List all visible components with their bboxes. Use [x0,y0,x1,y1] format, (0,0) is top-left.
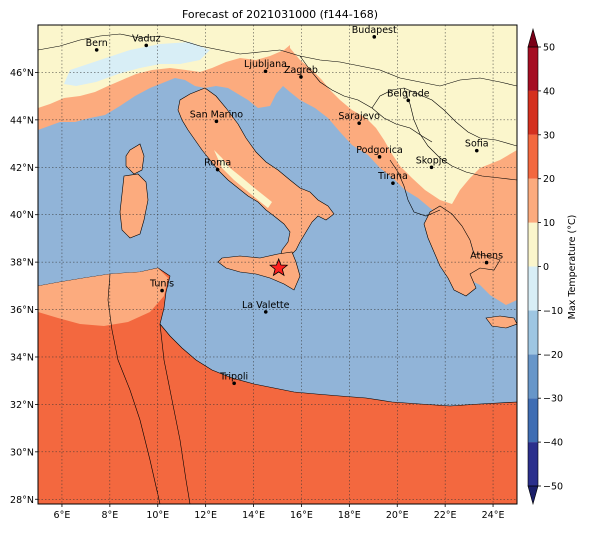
city-dot [299,75,303,79]
colorbar-bin [528,354,538,399]
city-dot [160,288,164,293]
city-label: Tirana [377,171,408,182]
lon-tick-label: 24°E [482,510,505,521]
apennine-cold-zone [214,150,272,208]
city-dot [474,148,479,153]
colorbar-bin [528,90,538,135]
colorbar-tick-label: −20 [543,350,563,361]
city-label: La Valette [242,300,290,311]
country-borders [38,33,517,504]
city-label: Tunis [149,279,174,290]
colorbar-tick-label: 40 [543,86,555,97]
colorbar-bin [528,266,538,311]
colorbar-extend-low [527,485,539,506]
lat-tick-label: 34°N [10,352,34,363]
city-dot [232,381,236,386]
city-label: Ljubljana [244,59,287,70]
city-dot [144,43,149,48]
city-dot [263,69,268,74]
tunisia-coast-band [38,268,168,326]
colorbar: 50 40 30 20 10 0 −10 −20 −30 −40 −50 [527,27,563,506]
city-dot [263,310,268,314]
city-dot [406,98,411,103]
colorbar-bin [528,222,538,267]
city-dot [377,155,382,159]
corsica [125,143,145,175]
city-dot [214,119,219,124]
colorbar-tick-label: −50 [543,482,563,493]
colorbar-tick-label: 10 [543,218,555,229]
map-gridlines [38,25,517,504]
city-label: Budapest [352,25,397,36]
colorbar-bin [528,310,538,355]
colorbar-bin [528,442,538,486]
colorbar-tick-label: 50 [543,43,555,54]
colorbar-tick-label: 0 [543,262,549,273]
colorbar-tick-label: 20 [543,174,555,185]
city-label: Skopje [416,155,448,166]
lat-tick-label: 46°N [10,68,34,79]
lat-tick-label: 44°N [10,115,34,126]
lon-tick-label: 8°E [101,510,118,521]
city-dot [372,35,377,39]
lon-tick-label: 14°E [242,510,265,521]
sardinia [119,173,149,239]
city-dot [215,167,220,172]
lon-tick-label: 16°E [290,510,313,521]
city-label: Vaduz [132,33,161,44]
lat-tick-label: 42°N [10,163,34,174]
latitude-ticks: 28°N 30°N 32°N 34°N 36°N 38°N 40°N 42°N 44°N 46°N [10,68,38,506]
city-label: Athens [470,251,503,262]
longitude-ticks: 6°E 8°E 10°E 12°E 14°E 16°E 18°E 20°E 22°E 24°E [54,504,505,521]
lat-tick-label: 30°N [10,447,34,458]
balkan-cold-zone [290,25,517,204]
city-label: San Marino [190,109,243,120]
city-label: Sarajevo [338,111,380,122]
city-label: Zagreb [284,65,318,76]
lon-tick-label: 6°E [54,510,71,521]
colorbar-tick-label: −30 [543,394,563,405]
colorbar-tick-label: −40 [543,438,563,449]
city-dot [429,165,434,170]
map-title: Forecast of 2021031000 (f144-168) [182,8,378,21]
colorbar-tick-label: 30 [543,130,555,141]
colorbar-bin [528,47,538,91]
lon-tick-label: 22°E [434,510,457,521]
colorbar-bin [528,134,538,179]
crete [485,315,517,329]
lon-tick-label: 10°E [146,510,169,521]
colorbar-bin [528,398,538,443]
colorbar-tick-label: −10 [543,306,563,317]
lat-tick-label: 40°N [10,210,34,221]
colorbar-label: Max Temperature (°C) [567,215,578,320]
colorbar-bin [528,178,538,223]
lat-tick-label: 28°N [10,495,34,506]
city-dot [94,48,99,52]
city-label: Belgrade [387,88,430,99]
lon-tick-label: 20°E [386,510,409,521]
lat-tick-label: 36°N [10,305,34,316]
city-label: Roma [204,158,231,169]
city-dot [391,181,395,185]
star-marker-icon [269,257,289,277]
city-label: Podgorica [356,145,403,156]
map-frame [37,24,518,505]
alps-cold-zone [38,25,300,108]
lat-tick-label: 32°N [10,400,34,411]
colorbar-extend-high [527,27,539,48]
city-label: Sofia [465,139,489,150]
city-label: Tripoli [219,371,248,382]
lat-tick-label: 38°N [10,258,34,269]
city-dot [357,121,361,125]
alps-colder-zone [64,42,210,86]
lon-tick-label: 18°E [338,510,361,521]
city-label: Bern [86,38,108,49]
lon-tick-label: 12°E [194,510,217,521]
city-dot [484,260,489,265]
greece [423,205,501,297]
